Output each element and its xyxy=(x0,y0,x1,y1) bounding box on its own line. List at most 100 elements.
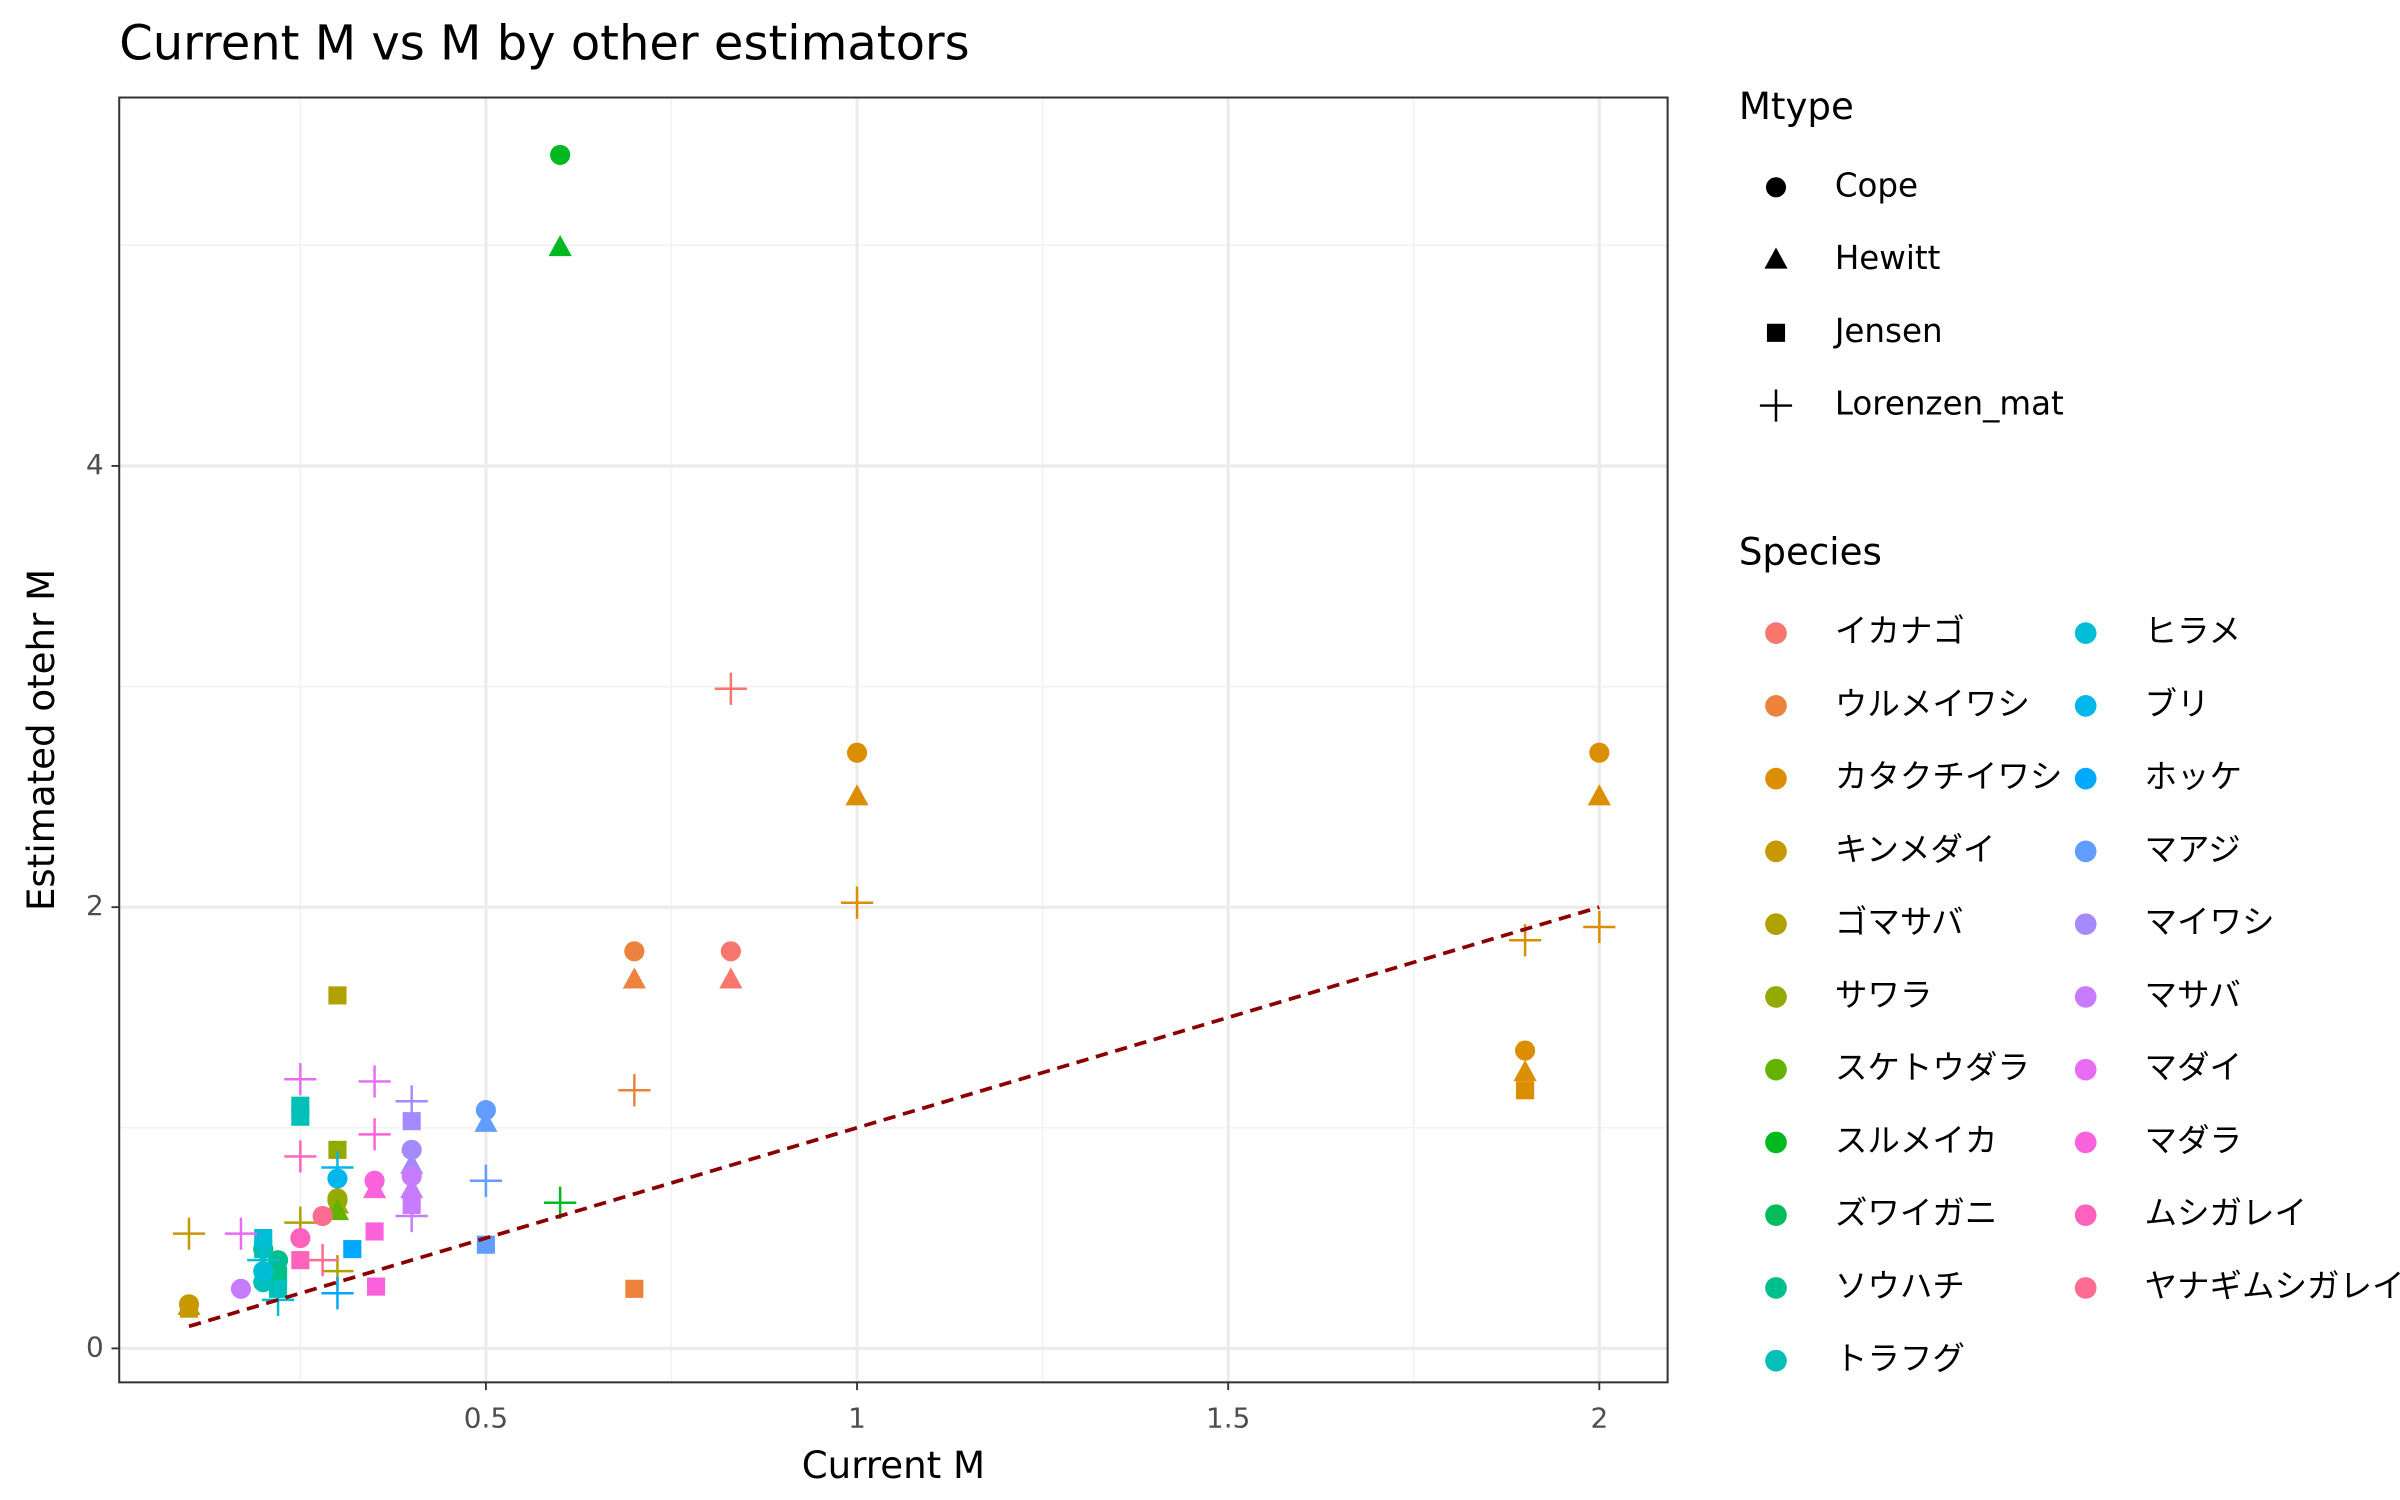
legend-label: マサバ xyxy=(2145,976,2241,1014)
axes: 0.5 1 1.5 2 0 2 4 xyxy=(86,448,1608,1435)
point xyxy=(321,1151,354,1184)
point xyxy=(469,1164,503,1197)
legend-symbol xyxy=(1759,389,1793,422)
point xyxy=(366,1277,386,1296)
legend-label: マアジ xyxy=(2145,830,2241,868)
legend-label: Hewitt xyxy=(1835,239,1941,277)
panel-border xyxy=(118,96,1669,1384)
legend-swatch xyxy=(2074,913,2097,935)
point xyxy=(284,1140,317,1173)
point xyxy=(401,1139,422,1160)
point xyxy=(846,742,868,763)
point xyxy=(1513,1060,1537,1082)
legend-swatch xyxy=(2074,1058,2097,1081)
legend-swatch xyxy=(1765,622,1787,644)
legend-label: ムシガレイ xyxy=(2145,1194,2308,1232)
point xyxy=(365,1222,384,1241)
point xyxy=(840,886,874,919)
point xyxy=(291,1251,310,1270)
legend-label: カタクチイワシ xyxy=(1835,758,2063,796)
legend-swatch xyxy=(1765,913,1787,935)
legend-label: ソウハチ xyxy=(1835,1267,1965,1305)
legend-label: ブリ xyxy=(2145,685,2210,723)
legend-swatch xyxy=(2074,840,2097,863)
legend-label: スルメイカ xyxy=(1835,1121,1998,1159)
legend-swatch xyxy=(1765,695,1787,717)
point xyxy=(224,1217,258,1250)
point xyxy=(172,1217,206,1250)
point xyxy=(625,1279,644,1298)
legend-label: スケトウダラ xyxy=(1835,1049,2030,1087)
x-axis-label: Current M xyxy=(802,1444,985,1487)
point xyxy=(291,1107,310,1126)
point xyxy=(720,941,741,962)
legend-symbol xyxy=(1765,177,1787,198)
legend-label: マダイ xyxy=(2145,1049,2243,1087)
point xyxy=(618,1074,651,1107)
legend-swatch xyxy=(2074,1277,2097,1299)
legend-swatch xyxy=(2074,767,2097,790)
legend-label: ズワイガニ xyxy=(1835,1194,1998,1232)
legend-swatch xyxy=(1765,1349,1787,1372)
point xyxy=(845,784,869,806)
y-tick-label: 4 xyxy=(86,448,104,481)
legend-swatch xyxy=(2074,695,2097,717)
legend-label: イカナゴ xyxy=(1835,612,1965,650)
legend-swatch xyxy=(2074,1131,2097,1154)
point xyxy=(312,1205,333,1227)
point xyxy=(550,144,571,165)
point xyxy=(1587,784,1611,806)
legend-swatch xyxy=(1765,767,1787,790)
y-tick-label: 2 xyxy=(86,889,104,922)
point xyxy=(343,1240,362,1259)
legend-title: Mtype xyxy=(1739,85,1854,128)
legend-swatch xyxy=(2074,622,2097,644)
point xyxy=(622,967,646,989)
legend-swatch xyxy=(1765,1131,1787,1154)
grid xyxy=(119,97,1668,1383)
point xyxy=(548,234,572,257)
point xyxy=(1516,1081,1535,1100)
point xyxy=(261,1283,295,1316)
legend-label: トラフグ xyxy=(1835,1340,1965,1378)
point xyxy=(395,1085,428,1118)
legend-label: マダラ xyxy=(2145,1121,2243,1159)
reference-line xyxy=(188,905,1600,1329)
point xyxy=(544,1186,577,1219)
point xyxy=(395,1199,428,1233)
marks xyxy=(172,144,1616,1329)
point xyxy=(1589,742,1610,763)
y-axis-label: Estimated otehr M xyxy=(20,569,63,911)
legend: Mtype Cope Hewitt Jensen Lorenzen_mat Species… xyxy=(1739,85,2400,1378)
point xyxy=(284,1063,317,1096)
point xyxy=(290,1228,311,1249)
x-tick-label: 0.5 xyxy=(464,1402,508,1435)
legend-swatch xyxy=(2074,986,2097,1008)
point xyxy=(362,1176,387,1199)
point xyxy=(719,967,743,989)
legend-symbol xyxy=(1766,323,1786,342)
legend-swatch xyxy=(1765,986,1787,1008)
point xyxy=(247,1244,280,1277)
point xyxy=(328,986,347,1005)
point xyxy=(474,1110,498,1132)
legend-swatch xyxy=(1765,1058,1787,1081)
legend-label: Lorenzen_mat xyxy=(1835,385,2064,423)
y-tick-label: 0 xyxy=(86,1330,104,1363)
x-tick-label: 1.5 xyxy=(1206,1402,1250,1435)
point xyxy=(306,1244,339,1277)
legend-swatch xyxy=(2074,1204,2097,1227)
point xyxy=(1515,1040,1536,1061)
legend-label: ヤナギムシガレイ xyxy=(2145,1267,2400,1305)
legend-label: ヒラメ xyxy=(2145,612,2242,650)
legend-label: Cope xyxy=(1835,166,1918,204)
legend-label: マイワシ xyxy=(2145,903,2275,941)
point xyxy=(401,1166,422,1187)
legend-label: ゴマサバ xyxy=(1835,903,1964,941)
legend-swatch xyxy=(1765,840,1787,863)
point xyxy=(254,1229,273,1248)
point xyxy=(400,1176,424,1199)
